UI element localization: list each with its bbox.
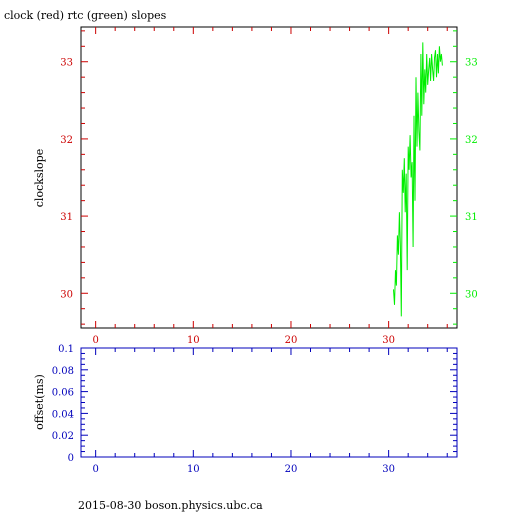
- slope-x-ticks: 0 10 20 30: [92, 27, 448, 346]
- footer-caption: 2015-08-30 boson.physics.ubc.ca: [78, 499, 263, 512]
- offset-x-ticks: 0 10 20 30: [92, 348, 448, 475]
- slope-y-tick-label-right: 33: [465, 58, 478, 69]
- slope-x-tick-label: 0: [92, 335, 98, 346]
- slope-plot-frame: [80, 26, 458, 329]
- offset-y-tick-label: 0: [68, 453, 74, 464]
- offset-x-tick-label: 30: [382, 464, 395, 475]
- slope-y-tick-label-right: 30: [465, 289, 478, 300]
- slope-y-tick-label-left: 32: [60, 135, 73, 146]
- slope-y-tick-label-right: 32: [465, 135, 478, 146]
- slope-x-tick-label: 30: [382, 335, 395, 346]
- slope-y-axis-label: clockslope: [33, 149, 46, 207]
- slope-y-tick-label-left: 33: [60, 58, 73, 69]
- offset-y-tick-label: 0.1: [58, 344, 74, 355]
- slope-panel: 0 10 20 30 30 31 32 33 30 31 32 33 clockslope: [33, 26, 478, 346]
- offset-plot-frame: [80, 347, 458, 458]
- offset-y-tick-label: 0.08: [52, 366, 74, 377]
- offset-x-tick-label: 10: [187, 464, 200, 475]
- offset-y-tick-label: 0.02: [52, 431, 74, 442]
- slope-y-ticks-right: 30 31 32 33: [450, 30, 478, 325]
- slope-y-tick-label-right: 31: [465, 212, 478, 223]
- slope-x-tick-label: 20: [285, 335, 298, 346]
- rtc-slope-line: [393, 42, 443, 317]
- slope-series: [393, 42, 443, 317]
- slope-y-ticks-left: 30 31 32 33: [60, 30, 88, 325]
- slope-x-tick-label: 10: [187, 335, 200, 346]
- slope-y-tick-label-left: 30: [60, 289, 73, 300]
- offset-y-axis-label: offset(ms): [33, 374, 46, 430]
- offset-x-tick-label: 20: [285, 464, 298, 475]
- offset-y-tick-label: 0.04: [52, 409, 74, 420]
- offset-x-tick-label: 0: [92, 464, 98, 475]
- offset-y-tick-label: 0.06: [52, 388, 74, 399]
- slope-y-tick-label-left: 31: [60, 212, 73, 223]
- offset-panel: 0 10 20 30 0 0.02 0.04 0.06 0.08 0.1 offset(ms): [33, 344, 458, 475]
- offset-y-ticks: 0 0.02 0.04 0.06 0.08 0.1: [52, 344, 457, 464]
- chart-title: clock (red) rtc (green) slopes: [4, 9, 167, 22]
